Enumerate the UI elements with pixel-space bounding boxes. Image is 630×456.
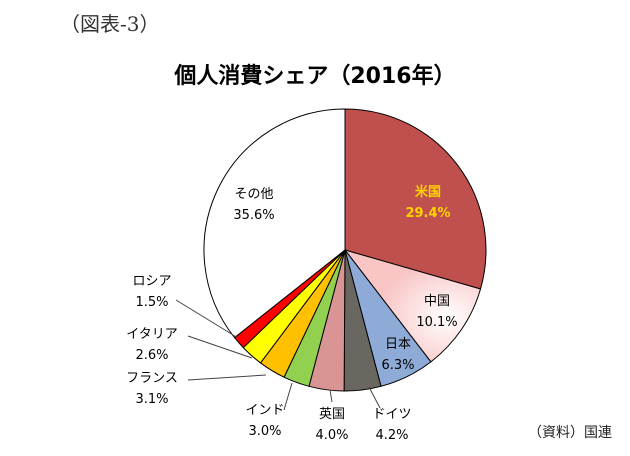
leader-line: [175, 299, 239, 339]
slice-label: 中国: [424, 294, 450, 309]
slice-label: ドイツ: [372, 407, 411, 422]
slice-label: フランス: [126, 371, 178, 386]
leader-line: [368, 386, 381, 409]
leader-line: [283, 382, 293, 411]
leader-line: [329, 389, 333, 403]
slice-label: その他: [234, 187, 273, 202]
slice-value-label: 3.1%: [135, 392, 168, 407]
slice-label: 米国: [415, 184, 441, 200]
slice-other: [203, 108, 346, 339]
source-note: （資料）国連: [528, 425, 612, 441]
slice-label: ロシア: [132, 274, 171, 289]
slice-value-label: 6.3%: [381, 358, 414, 373]
slice-us: [344, 108, 487, 290]
leader-line: [187, 335, 253, 359]
slice-value-label: 35.6%: [233, 208, 274, 223]
leader-line: [187, 374, 267, 381]
slice-value-label: 4.0%: [315, 428, 348, 443]
chart-title: 個人消費シェア（2016年）: [174, 64, 456, 89]
slice-label: 日本: [385, 337, 411, 352]
slice-value-label: 4.2%: [375, 428, 408, 443]
slice-value-label: 1.5%: [135, 295, 168, 310]
figure-label: （図表-3）: [60, 12, 160, 36]
slice-label: インド: [245, 403, 284, 418]
slice-label: イタリア: [126, 327, 177, 342]
slice-value-label: 2.6%: [135, 348, 168, 363]
slice-label: 英国: [319, 407, 345, 422]
slice-value-label: 3.0%: [248, 424, 281, 439]
slice-value-label: 29.4%: [405, 206, 450, 221]
slice-value-label: 10.1%: [416, 315, 457, 330]
slice-china: [343, 249, 482, 363]
